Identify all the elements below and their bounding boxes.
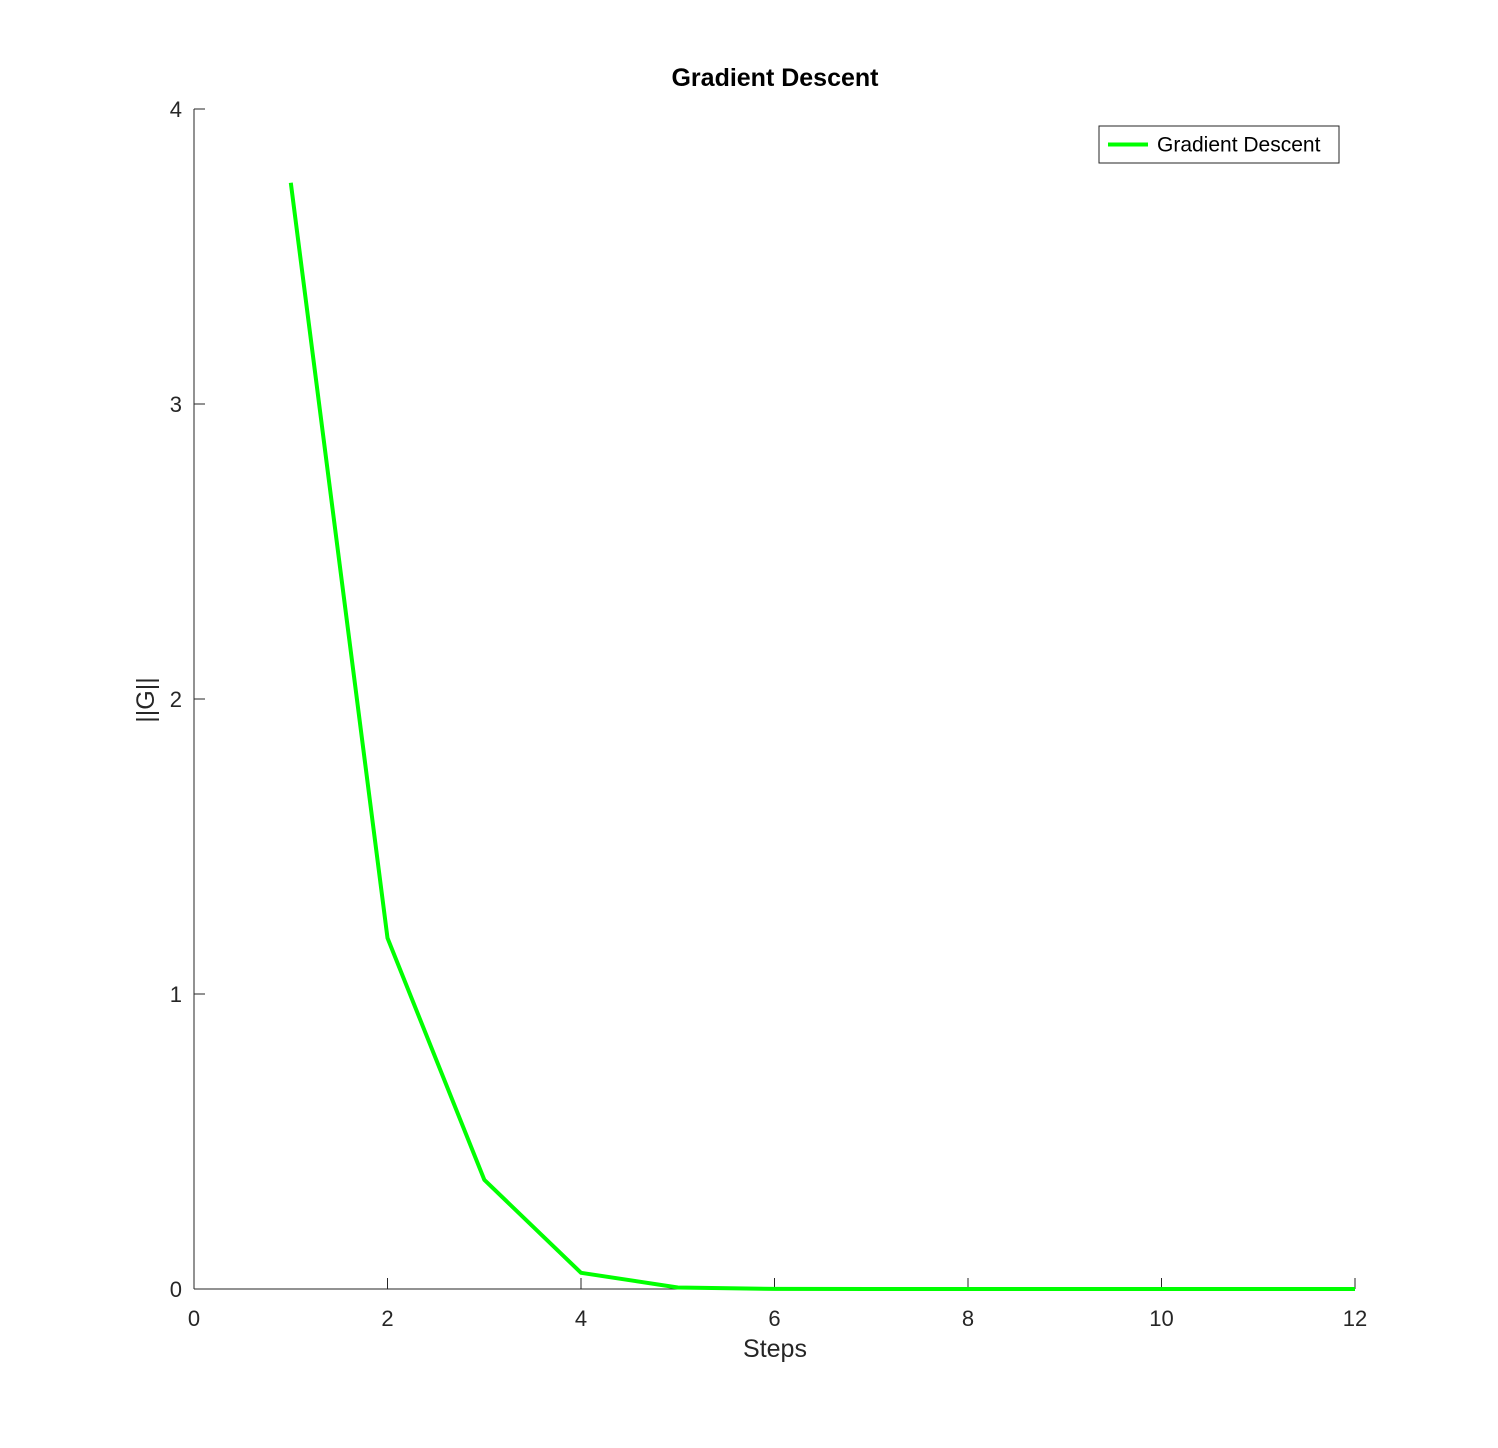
- axes: [193, 109, 1355, 1290]
- y-tick-label: 2: [170, 687, 182, 712]
- y-tick-label: 3: [170, 392, 182, 417]
- chart-title: Gradient Descent: [671, 64, 879, 92]
- series-line: [288, 182, 1355, 1291]
- y-axis-label: ||G||: [132, 677, 160, 722]
- x-axis-label: Steps: [743, 1335, 807, 1363]
- x-tick-label: 10: [1149, 1306, 1173, 1331]
- legend-label: Gradient Descent: [1157, 134, 1321, 157]
- y-tick-label: 4: [170, 97, 182, 122]
- x-tick-label: 0: [188, 1306, 200, 1331]
- series-layer: [288, 182, 1355, 1291]
- y-tick-label: 1: [170, 982, 182, 1007]
- x-tick-label: 4: [575, 1306, 587, 1331]
- x-tick-label: 8: [962, 1306, 974, 1331]
- y-tick-label: 0: [170, 1277, 182, 1302]
- x-tick-label: 12: [1343, 1306, 1367, 1331]
- x-tick-label: 6: [768, 1306, 780, 1331]
- legend: Gradient Descent: [1098, 125, 1340, 164]
- x-tick-label: 2: [381, 1306, 393, 1331]
